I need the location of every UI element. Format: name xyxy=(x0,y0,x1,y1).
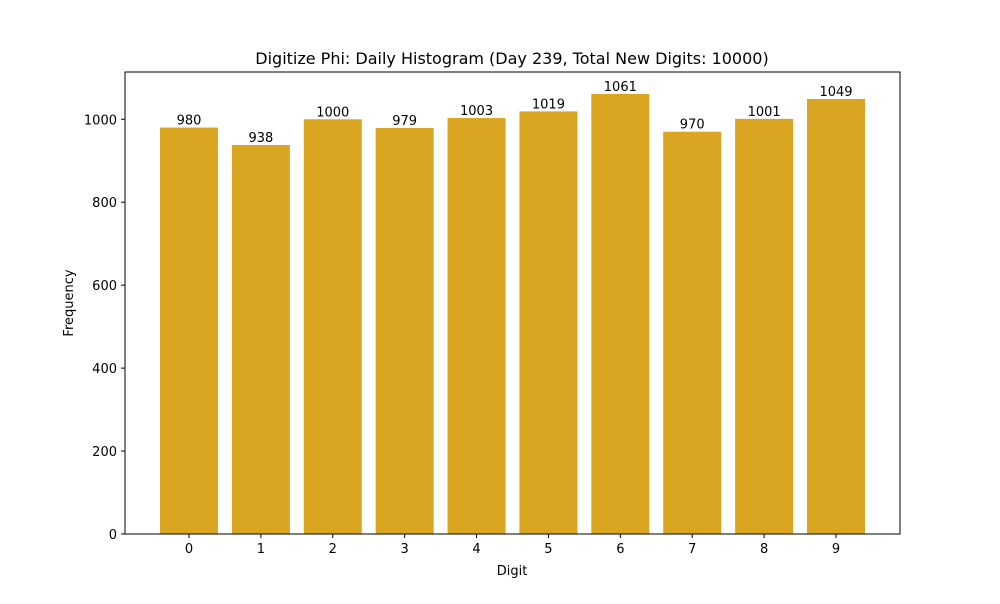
bar-digit-5 xyxy=(519,111,578,535)
bar-value-label: 938 xyxy=(248,131,273,146)
y-tick-label: 800 xyxy=(92,196,117,211)
y-axis-ticks: 0 200 400 600 800 1000 xyxy=(84,113,125,543)
bar-value-label: 1000 xyxy=(316,105,349,120)
y-tick-label: 200 xyxy=(92,445,117,460)
bar-value-label: 1019 xyxy=(532,97,565,112)
bars-group xyxy=(160,93,865,535)
x-tick-label: 2 xyxy=(329,542,337,557)
chart-title: Digitize Phi: Daily Histogram (Day 239, … xyxy=(255,49,768,68)
x-axis-label: Digit xyxy=(497,564,528,579)
bar-value-labels: 980 938 1000 979 1003 1019 1061 970 1001 1049 xyxy=(177,80,853,146)
bar-digit-3 xyxy=(375,127,434,535)
bar-value-label: 1049 xyxy=(819,85,852,100)
bar-digit-4 xyxy=(447,118,506,534)
y-tick-label: 0 xyxy=(109,528,117,543)
bar-value-label: 979 xyxy=(392,114,417,129)
x-tick-label: 0 xyxy=(185,542,193,557)
bar-value-label: 970 xyxy=(680,118,705,133)
bar-value-label: 1061 xyxy=(604,80,637,95)
axes-frame xyxy=(124,71,901,535)
bar-value-label: 1001 xyxy=(748,105,781,120)
y-tick-label: 1000 xyxy=(84,113,117,128)
x-tick-label: 1 xyxy=(257,542,265,557)
bar-value-label: 1003 xyxy=(460,104,493,119)
y-tick-label: 400 xyxy=(92,362,117,377)
x-tick-label: 6 xyxy=(616,542,624,557)
y-axis-label: Frequency xyxy=(62,269,77,336)
x-tick-label: 4 xyxy=(472,542,480,557)
bar-digit-2 xyxy=(303,119,362,535)
x-tick-label: 9 xyxy=(832,542,840,557)
bar-value-label: 980 xyxy=(177,114,202,129)
bar-digit-1 xyxy=(231,144,290,534)
bar-digit-9 xyxy=(807,98,865,534)
x-axis-ticks: 0 1 2 3 4 5 6 7 8 9 xyxy=(185,534,840,557)
bar-digit-8 xyxy=(735,118,794,534)
x-tick-label: 8 xyxy=(760,542,768,557)
x-tick-label: 5 xyxy=(544,542,552,557)
bar-digit-7 xyxy=(663,131,722,535)
x-tick-label: 3 xyxy=(401,542,409,557)
x-tick-label: 7 xyxy=(688,542,696,557)
bar-digit-6 xyxy=(591,93,650,534)
y-tick-label: 600 xyxy=(92,279,117,294)
bar-digit-0 xyxy=(160,127,218,535)
